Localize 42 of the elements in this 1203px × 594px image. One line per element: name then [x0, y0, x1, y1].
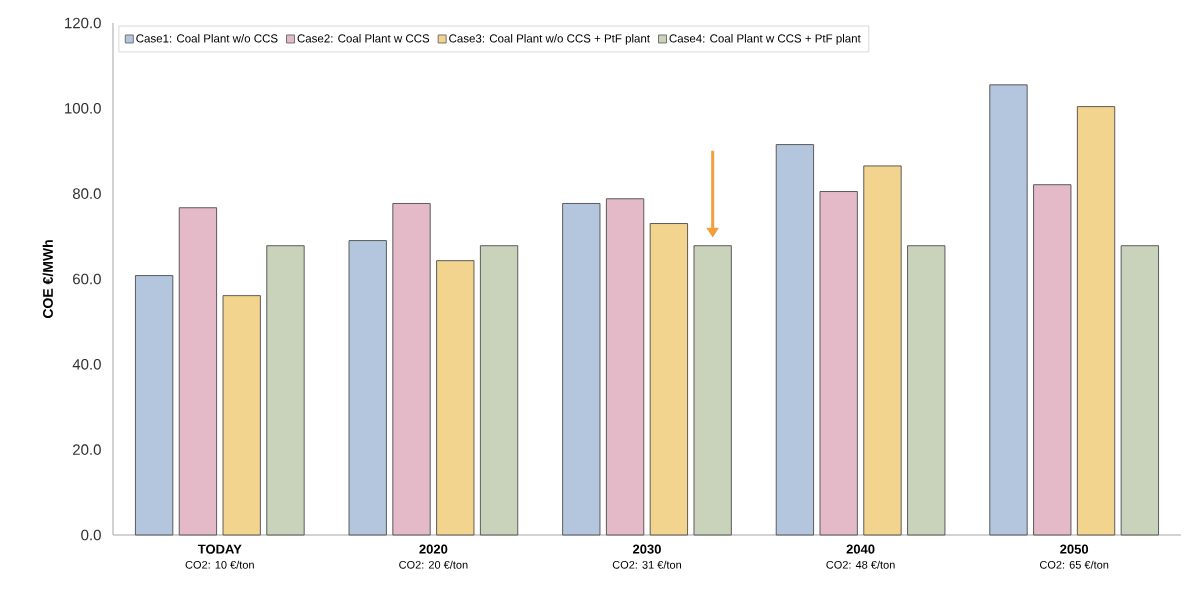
legend-label: Case1: Coal Plant w/o CCS — [136, 34, 278, 43]
bar — [222, 295, 261, 536]
bar — [348, 240, 387, 536]
x-tick-label: 2030 — [632, 544, 661, 554]
bar — [562, 203, 601, 536]
bar — [989, 84, 1028, 536]
bar — [1120, 245, 1159, 536]
bar — [649, 223, 689, 536]
y-tick-label: 40.0 — [72, 359, 101, 370]
bar — [392, 203, 431, 536]
text: CO2: 31 €/ton — [612, 560, 682, 569]
text: CO2: 20 €/ton — [399, 560, 468, 569]
bar — [693, 245, 732, 536]
bar — [178, 207, 218, 536]
bar — [436, 260, 475, 536]
y-tick-label: 100.0 — [65, 103, 101, 114]
y-tick-label: 80.0 — [72, 188, 101, 199]
bar — [479, 245, 519, 536]
text: CO2: 65 €/ton — [1039, 560, 1109, 569]
bar — [605, 198, 645, 536]
x-tick-label: 2020 — [419, 544, 448, 554]
text: CO2: 48 €/ton — [826, 560, 895, 569]
bar — [775, 144, 815, 536]
x-tick-label: 2040 — [846, 544, 875, 554]
text: CO2: 10 €/ton — [185, 560, 254, 569]
bar — [266, 245, 305, 536]
bar — [134, 275, 174, 536]
y-tick-label: 60.0 — [73, 273, 101, 285]
y-tick-label: 0.0 — [81, 529, 101, 541]
x-tick-label: TODAY — [197, 544, 242, 554]
bar — [819, 191, 858, 536]
y-axis-title: COE €/MWh — [42, 240, 54, 319]
bar — [863, 165, 902, 536]
bar — [907, 245, 946, 536]
legend-label: Case4: Coal Plant w CCS + PtF plant — [669, 34, 861, 45]
bar — [1033, 184, 1072, 536]
y-tick-label: 20.0 — [73, 444, 101, 455]
y-tick-label: 120.0 — [65, 17, 101, 29]
bar — [1076, 106, 1116, 536]
legend-label: Case2: Coal Plant w CCS — [297, 34, 430, 43]
legend-label: Case3: Coal Plant w/o CCS + PtF plant — [449, 34, 650, 45]
x-tick-label: 2050 — [1060, 544, 1089, 554]
